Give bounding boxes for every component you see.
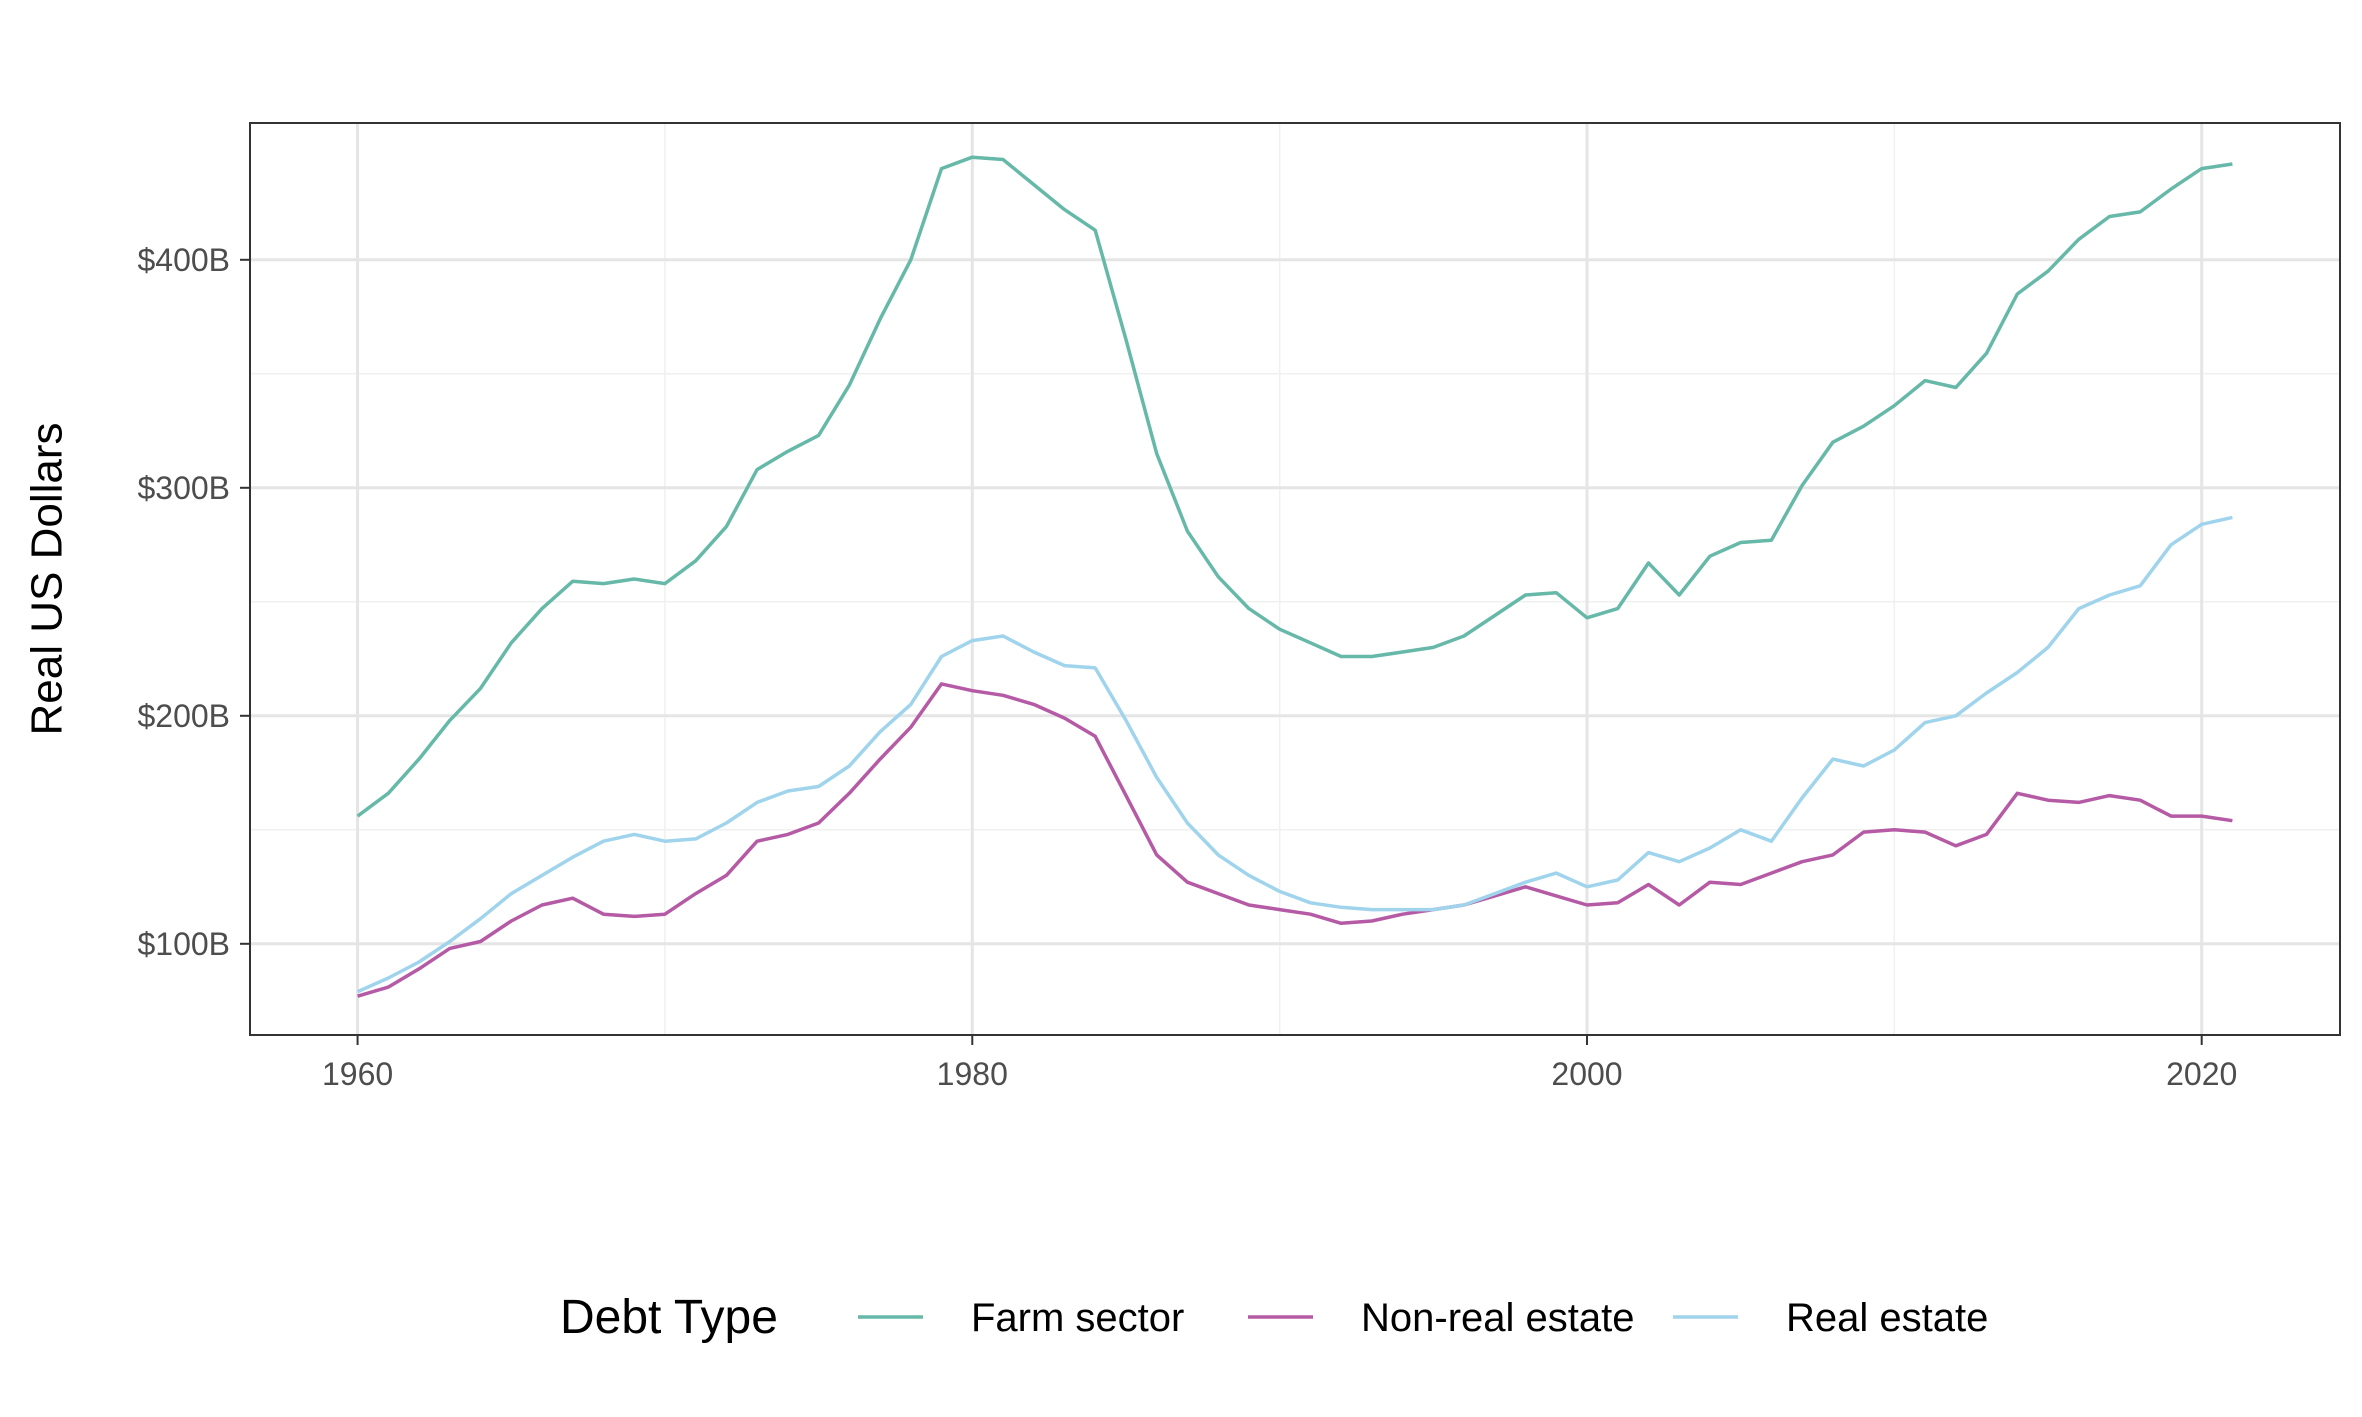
y-tick-label: $100B bbox=[137, 926, 230, 962]
panel-border bbox=[249, 122, 2341, 1036]
y-axis: $100B $200B $300B $400B bbox=[137, 242, 250, 962]
x-axis: 1960 1980 2000 2020 bbox=[322, 1035, 2237, 1092]
legend: Debt Type Farm sector Non-real estate Real… bbox=[560, 1291, 1988, 1344]
series-line-real-estate bbox=[356, 515, 2233, 994]
legend-label: Farm sector bbox=[971, 1296, 1184, 1340]
x-tick-label: 2020 bbox=[2166, 1056, 2237, 1092]
x-tick-label: 1960 bbox=[322, 1056, 393, 1092]
grid-major bbox=[250, 123, 2340, 1035]
y-tick-label: $200B bbox=[137, 698, 230, 734]
x-tick-label: 1980 bbox=[937, 1056, 1008, 1092]
y-tick-label: $400B bbox=[137, 242, 230, 278]
series-line-non-real-estate bbox=[357, 682, 2233, 998]
y-axis-title: Real US Dollars bbox=[23, 423, 72, 736]
legend-title: Debt Type bbox=[560, 1291, 778, 1344]
legend-label: Real estate bbox=[1786, 1296, 1988, 1340]
y-tick-label: $300B bbox=[137, 470, 230, 506]
series-line-farm-sector bbox=[356, 155, 2233, 818]
x-tick-label: 2000 bbox=[1551, 1056, 1622, 1092]
legend-label: Non-real estate bbox=[1361, 1296, 1634, 1340]
series-layer bbox=[356, 155, 2233, 998]
